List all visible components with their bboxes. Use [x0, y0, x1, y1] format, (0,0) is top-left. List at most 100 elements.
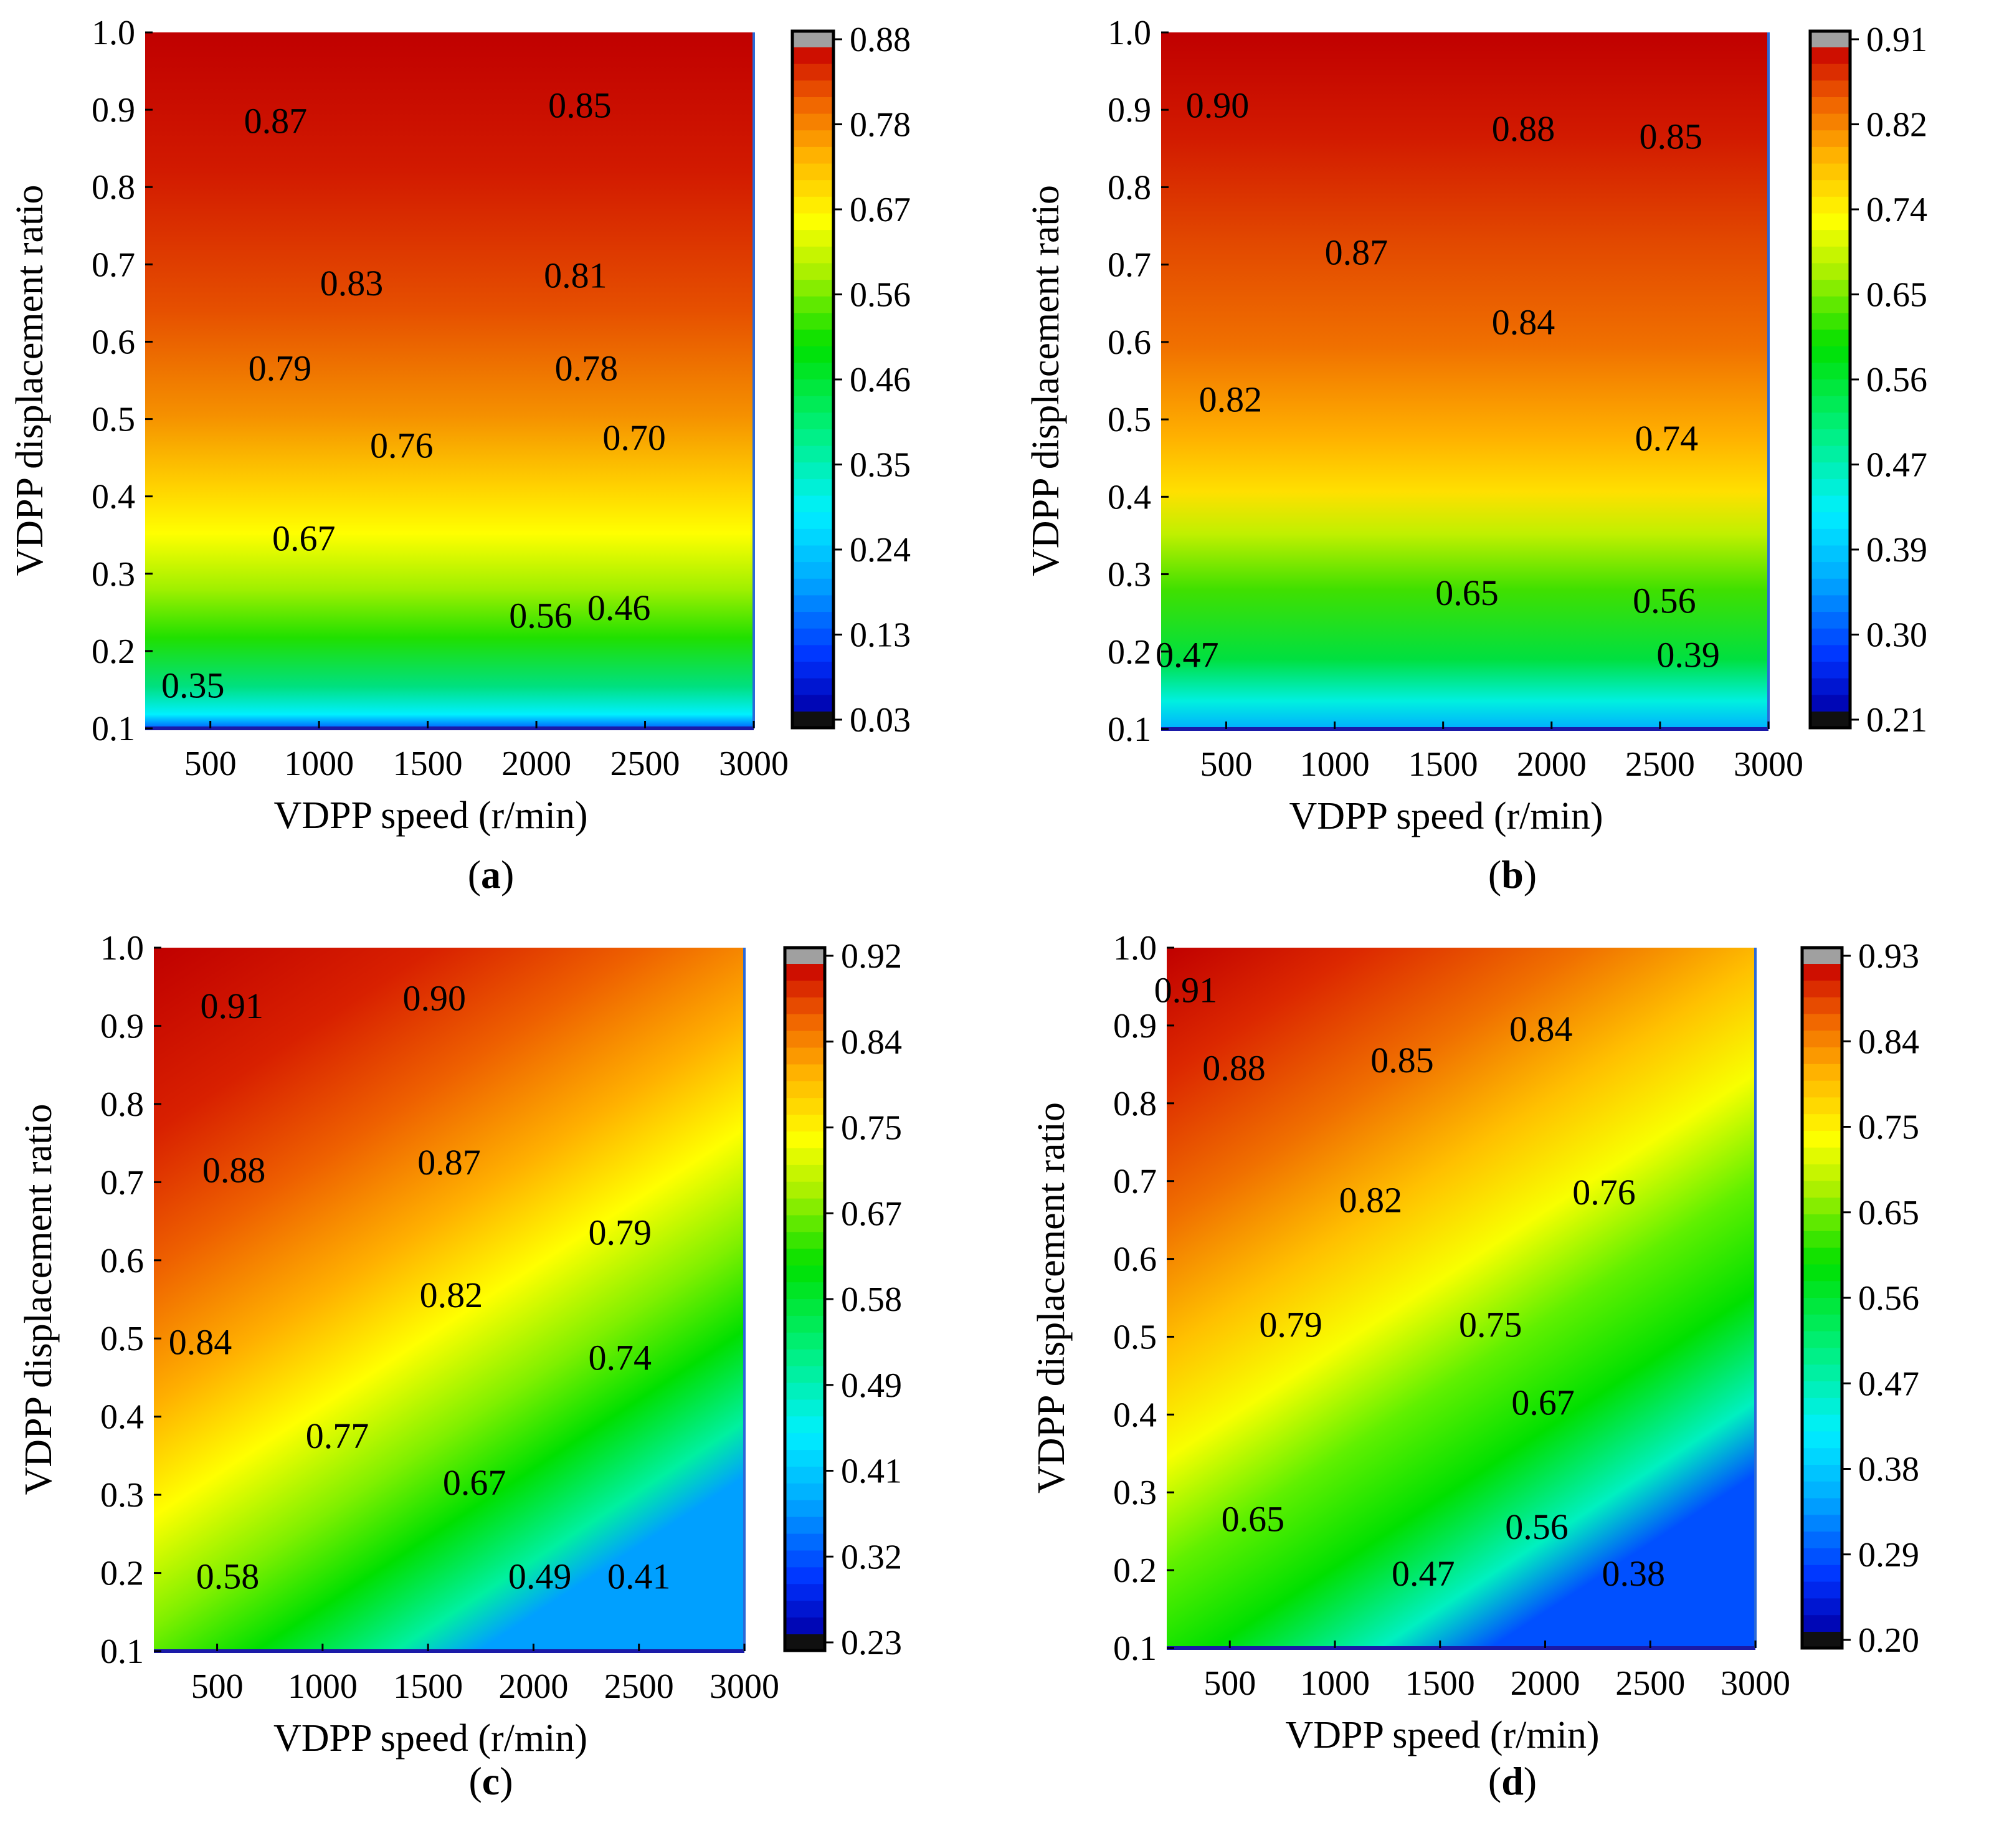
contour-label: 0.87 — [1325, 232, 1389, 273]
colorbar-step — [792, 263, 833, 281]
colorbar-step — [1810, 163, 1850, 181]
y-tick-label: 0.5 — [1108, 401, 1151, 439]
colorbar-tick-label: 0.56 — [1858, 1279, 1919, 1318]
contour-label: 0.65 — [1222, 1499, 1285, 1540]
y-tick-label: 0.3 — [1113, 1474, 1157, 1512]
colorbar-step — [1810, 146, 1850, 164]
contour-label: 0.79 — [588, 1212, 652, 1253]
colorbar-step — [785, 1181, 825, 1199]
colorbar-step — [785, 1533, 825, 1551]
colorbar-step — [1802, 1531, 1842, 1549]
y-tick-label: 0.3 — [92, 555, 135, 594]
y-tick-label: 0.3 — [100, 1476, 144, 1515]
colorbar-step — [1810, 662, 1850, 679]
y-tick-label: 0.2 — [100, 1555, 144, 1593]
colorbar-step — [1802, 1131, 1842, 1148]
colorbar-step — [1802, 1498, 1842, 1516]
contour-label: 0.77 — [306, 1416, 369, 1456]
colorbar-step — [792, 495, 833, 513]
y-tick-label: 0.8 — [100, 1085, 144, 1124]
y-tick-label: 0.6 — [100, 1242, 144, 1280]
colorbar-step — [1802, 1214, 1842, 1232]
y-tick-label: 0.5 — [100, 1320, 144, 1358]
colorbar-tick-label: 0.47 — [1858, 1365, 1919, 1403]
colorbar-step — [1802, 1147, 1842, 1165]
colorbar-step — [785, 1332, 825, 1350]
colorbar-step — [792, 47, 833, 65]
colorbar-tick-label: 0.58 — [841, 1280, 902, 1319]
colorbar-step — [1810, 130, 1850, 148]
x-tick-label: 1000 — [284, 745, 354, 783]
colorbar: 0.92 0.84 0.75 0.67 0.58 0.49 0.41 0.32 0.23 — [783, 937, 902, 1662]
contour-label: 0.74 — [1635, 418, 1699, 459]
colorbar-step — [792, 578, 833, 596]
colorbar-step — [785, 1047, 825, 1065]
contour-label: 0.67 — [272, 518, 336, 559]
x-tick-label: 2500 — [1625, 745, 1695, 784]
x-tick-label: 1500 — [1408, 745, 1478, 784]
contour-label: 0.82 — [1339, 1180, 1403, 1221]
panel-b: 0.1 0.2 0.3 0.4 0.5 0.6 0.7 0.8 0.9 1.0 500 1000 150… — [1025, 14, 1927, 897]
colorbar-step — [1802, 980, 1842, 998]
colorbar-step — [1810, 363, 1850, 380]
panel-label: (d) — [1488, 1759, 1537, 1803]
colorbar-step — [1802, 1481, 1842, 1499]
contour-label: 0.39 — [1656, 635, 1720, 675]
panel-c: 0.1 0.2 0.3 0.4 0.5 0.6 0.7 0.8 0.9 1.0 500 1000 150… — [17, 929, 902, 1803]
y-tick-label: 1.0 — [1108, 14, 1151, 52]
colorbar-step — [792, 230, 833, 247]
colorbar-step — [792, 545, 833, 563]
colorbar-step — [1802, 1047, 1842, 1065]
colorbar-step — [1802, 1080, 1842, 1098]
colorbar-step — [1802, 1181, 1842, 1199]
colorbar-step — [785, 1399, 825, 1417]
colorbar-step — [792, 479, 833, 497]
x-tick-label: 2500 — [604, 1667, 674, 1706]
y-tick-label: 0.1 — [92, 710, 135, 748]
colorbar-tick-label: 0.41 — [841, 1452, 902, 1491]
colorbar-step — [792, 330, 833, 347]
x-tick-label: 1500 — [393, 745, 463, 783]
colorbar-tick-label: 0.91 — [1866, 21, 1927, 59]
colorbar-step — [1810, 396, 1850, 414]
colorbar: 0.91 0.82 0.74 0.65 0.56 0.47 0.39 0.30 0.21 — [1808, 21, 1927, 740]
contour-label: 0.70 — [602, 417, 666, 458]
y-tick-label: 0.1 — [1108, 710, 1151, 749]
contour-label: 0.82 — [1199, 379, 1263, 420]
colorbar-step — [1802, 1565, 1842, 1583]
y-tick-label: 0.2 — [1113, 1551, 1157, 1590]
y-tick-label: 0.5 — [92, 401, 135, 439]
colorbar-tick-label: 0.93 — [1858, 937, 1919, 976]
y-tick-label: 0.4 — [100, 1398, 144, 1437]
colorbar-step — [1802, 1581, 1842, 1599]
colorbar-step — [785, 1115, 825, 1132]
y-tick-label: 0.5 — [1113, 1318, 1157, 1356]
colorbar-step — [792, 662, 833, 679]
colorbar-step — [785, 1098, 825, 1116]
colorbar-step — [792, 130, 833, 148]
colorbar-tick-label: 0.29 — [1858, 1536, 1919, 1574]
colorbar-step — [792, 678, 833, 696]
colorbar-step — [1802, 1031, 1842, 1048]
colorbar-step — [1802, 1281, 1842, 1298]
contour-label: 0.79 — [1259, 1304, 1322, 1345]
colorbar-step — [1810, 528, 1850, 546]
contour-label: 0.67 — [443, 1462, 506, 1503]
y-tick-label: 0.6 — [1113, 1241, 1157, 1279]
colorbar-step — [1810, 412, 1850, 430]
colorbar-step — [785, 1433, 825, 1451]
colorbar-step — [1810, 678, 1850, 696]
panel-a: 0.1 0.2 0.3 0.4 0.5 0.6 0.7 0.8 0.9 1.0 500 1000 150… — [9, 14, 911, 897]
contour-label: 0.84 — [1509, 1009, 1573, 1049]
colorbar-tick-label: 0.74 — [1866, 191, 1927, 229]
colorbar-step — [785, 1601, 825, 1619]
colorbar-step — [785, 1299, 825, 1317]
contour-label: 0.76 — [370, 426, 434, 466]
colorbar-tick-label: 0.78 — [850, 106, 911, 145]
colorbar-step — [792, 379, 833, 397]
colorbar-step — [785, 1517, 825, 1535]
colorbar-step — [785, 1064, 825, 1082]
x-tick-label: 1000 — [1300, 1664, 1370, 1703]
colorbar-tick-label: 0.38 — [1858, 1450, 1919, 1489]
colorbar: 0.93 0.84 0.75 0.65 0.56 0.47 0.38 0.29 0.20 — [1800, 937, 1919, 1660]
